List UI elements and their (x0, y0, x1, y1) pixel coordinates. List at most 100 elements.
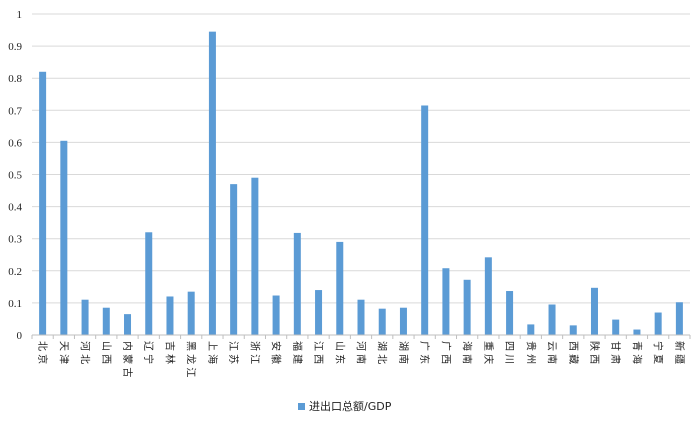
bar (675, 302, 683, 335)
x-tick-label: 黑 龙 江 (185, 341, 198, 377)
bar (208, 31, 216, 336)
category-label: 云 南 (546, 341, 559, 364)
x-tick-label: 陕 西 (588, 341, 601, 364)
x-tick-label: 海 南 (461, 341, 474, 364)
bar (336, 241, 344, 335)
bar (612, 319, 620, 335)
x-tick-label: 江 西 (312, 341, 324, 364)
x-tick-label: 重 庆 (482, 341, 495, 364)
category-label: 内 蒙 古 (121, 341, 134, 377)
category-label: 江 西 (312, 341, 324, 364)
bar (463, 279, 471, 335)
x-tick-label: 河 北 (79, 341, 91, 364)
category-label: 天 津 (57, 341, 69, 364)
category-label: 宁 夏 (652, 341, 665, 364)
x-tick-label: 辽 宁 (142, 341, 155, 364)
x-tick-label: 西 藏 (567, 341, 579, 364)
x-axis-category-labels: 北 京天 津河 北山 西内 蒙 古辽 宁吉 林黑 龙 江上 海江 苏浙 江安 徽… (36, 341, 686, 377)
x-tick-label: 四 川 (503, 341, 514, 364)
x-tick-label: 青 海 (630, 341, 643, 364)
x-tick-label: 河 南 (355, 341, 368, 364)
bar (166, 296, 174, 335)
x-axis (31, 334, 691, 339)
bar (484, 257, 492, 335)
bar (81, 299, 89, 335)
y-tick-label: 0 (17, 330, 23, 342)
y-tick-label: 0.8 (8, 73, 22, 85)
legend-label: 进出口总额/GDP (309, 399, 392, 413)
x-tick-label: 甘 肃 (609, 341, 622, 364)
bar (548, 304, 556, 335)
category-label: 西 藏 (567, 341, 579, 364)
category-label: 广 西 (439, 341, 451, 364)
bar (442, 268, 450, 335)
y-axis-tick-labels: 0 0.1 0.2 0.3 0.4 0.5 0.6 0.7 0.8 0.9 1 (8, 9, 22, 342)
x-tick-label: 云 南 (546, 341, 559, 364)
bar (124, 314, 132, 335)
bar (251, 177, 259, 335)
category-label: 山 东 (333, 341, 346, 364)
bar (527, 324, 535, 335)
bar (145, 232, 153, 335)
bar (293, 232, 301, 335)
category-label: 湖 北 (376, 341, 388, 364)
category-label: 浙 江 (248, 341, 260, 364)
bar (230, 184, 238, 335)
y-tick-label: 0.4 (8, 202, 22, 214)
category-label: 海 南 (461, 341, 474, 364)
y-tick-label: 0.5 (8, 170, 22, 182)
category-label: 湖 南 (397, 341, 410, 364)
bar (272, 295, 280, 335)
x-tick-label: 宁 夏 (652, 341, 665, 364)
category-label: 陕 西 (588, 341, 601, 364)
category-label: 重 庆 (482, 341, 495, 364)
y-tick-label: 1 (17, 9, 23, 21)
x-tick-label: 湖 北 (376, 341, 388, 364)
x-tick-label: 安 徽 (270, 341, 283, 364)
category-label: 广 东 (418, 341, 431, 364)
y-tick-label: 0.6 (8, 137, 22, 149)
category-label: 河 南 (355, 341, 368, 364)
x-tick-label: 山 西 (100, 341, 112, 364)
bar (421, 105, 429, 335)
x-tick-label: 广 西 (439, 341, 451, 364)
bar (102, 307, 110, 335)
x-tick-label: 新 疆 (673, 341, 686, 364)
category-label: 黑 龙 江 (185, 341, 198, 377)
x-tick-label: 天 津 (57, 341, 69, 364)
category-label: 北 京 (36, 341, 49, 364)
x-tick-label: 湖 南 (397, 341, 410, 364)
bar (357, 299, 365, 335)
x-tick-label: 上 海 (206, 341, 219, 364)
legend-swatch (298, 403, 305, 410)
y-tick-label: 0.9 (8, 41, 22, 53)
category-label: 新 疆 (673, 341, 686, 364)
category-label: 吉 林 (163, 341, 176, 364)
category-label: 上 海 (206, 341, 219, 364)
bar (654, 312, 662, 335)
category-label: 江 苏 (227, 341, 240, 364)
bars (39, 31, 683, 336)
x-tick-label: 内 蒙 古 (121, 341, 134, 377)
x-tick-label: 福 建 (291, 341, 304, 364)
category-label: 甘 肃 (609, 341, 622, 364)
x-tick-label: 浙 江 (248, 341, 260, 364)
x-tick-label: 山 东 (333, 341, 346, 364)
bar (506, 291, 514, 335)
category-label: 安 徽 (270, 341, 283, 364)
category-label: 四 川 (503, 341, 514, 364)
bar (39, 71, 47, 335)
bar (569, 325, 577, 335)
bar (187, 291, 195, 335)
category-label: 贵 州 (524, 341, 537, 364)
bar (590, 287, 598, 335)
x-tick-label: 吉 林 (163, 341, 176, 364)
x-tick-label: 广 东 (418, 341, 431, 364)
bar (378, 308, 386, 335)
gridlines (32, 13, 690, 304)
bar (633, 329, 641, 335)
y-tick-label: 0.2 (8, 266, 22, 278)
category-label: 青 海 (630, 341, 643, 364)
category-label: 辽 宁 (142, 341, 155, 364)
legend: 进出口总额/GDP (298, 399, 392, 413)
